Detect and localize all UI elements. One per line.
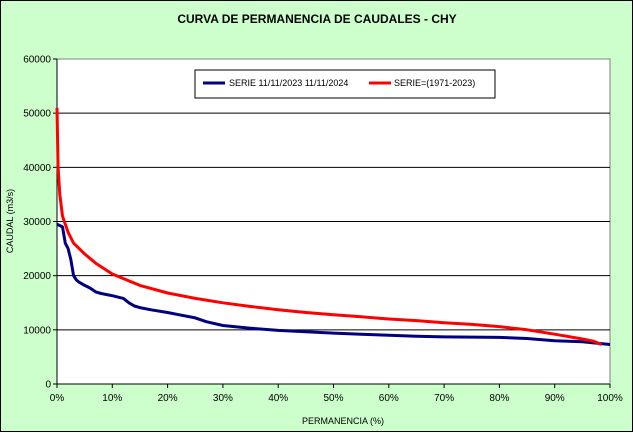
x-tick-label: 40% xyxy=(268,393,288,404)
chart-title: CURVA DE PERMANENCIA DE CAUDALES - CHY xyxy=(177,12,456,26)
x-tick-label: 80% xyxy=(489,393,509,404)
y-tick-label: 10000 xyxy=(23,325,51,336)
y-tick-label: 20000 xyxy=(23,271,51,282)
x-tick-label: 10% xyxy=(102,393,122,404)
legend-label-series-1: SERIE 11/11/2023 11/11/2024 xyxy=(229,78,348,88)
y-axis-ticks: 0 10000 20000 30000 40000 50000 60000 xyxy=(23,55,58,391)
series-line-1 xyxy=(56,222,611,346)
x-tick-label: 100% xyxy=(597,393,623,404)
legend-box xyxy=(194,69,496,99)
series-line-2 xyxy=(55,107,603,346)
x-axis-ticks: 0% 10% 20% 30% 40% 50% 60% 70% 80% 90% 100% xyxy=(50,383,623,404)
y-tick-label: 60000 xyxy=(23,55,51,66)
x-axis-label: PERMANENCIA (%) xyxy=(302,416,384,426)
x-tick-label: 50% xyxy=(323,393,343,404)
series-group xyxy=(55,107,611,346)
x-tick-label: 20% xyxy=(158,393,178,404)
y-axis-label: CAUDAL (m3/s) xyxy=(5,189,15,253)
x-tick-label: 90% xyxy=(545,393,565,404)
legend: SERIE 11/11/2023 11/11/2024 SERIE=(1971-… xyxy=(194,69,496,99)
y-tick-label: 30000 xyxy=(23,217,51,228)
y-tick-label: 0 xyxy=(45,380,51,391)
y-tick-label: 40000 xyxy=(23,163,51,174)
x-tick-label: 30% xyxy=(213,393,233,404)
x-tick-label: 0% xyxy=(50,393,65,404)
y-tick-label: 50000 xyxy=(23,109,51,120)
x-tick-label: 70% xyxy=(434,393,454,404)
x-tick-label: 60% xyxy=(379,393,399,404)
legend-label-series-2: SERIE=(1971-2023) xyxy=(394,78,475,88)
